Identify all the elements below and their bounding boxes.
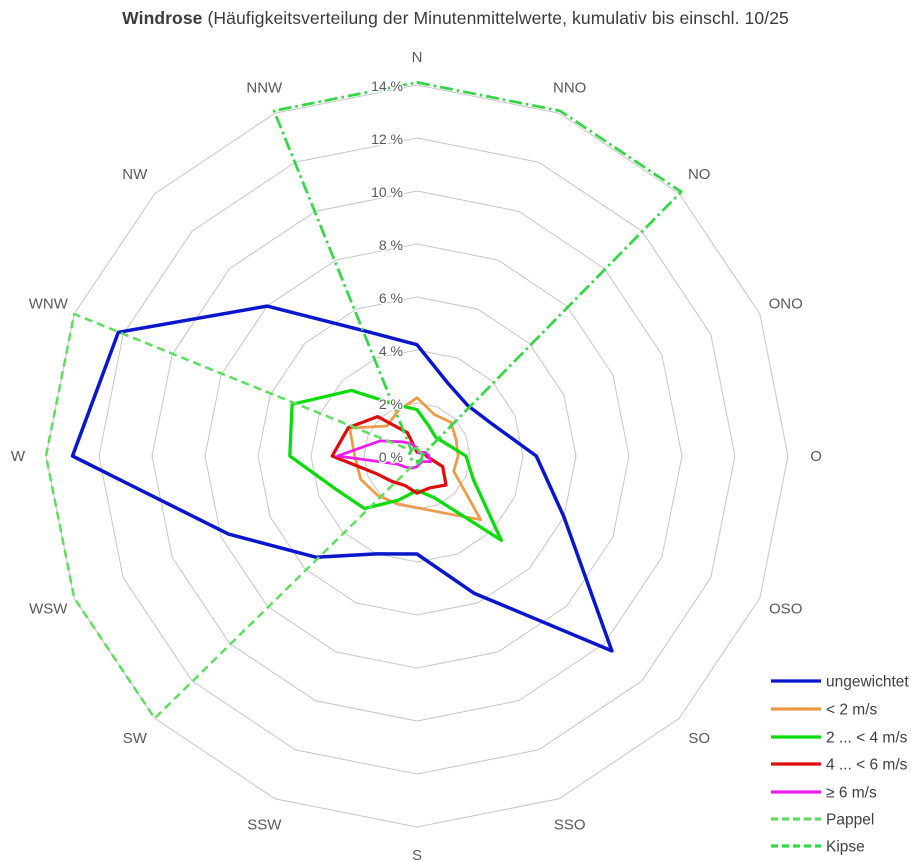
series-line-kipse[interactable]: [272, 81, 683, 463]
direction-label-oso: OSO: [769, 601, 802, 618]
direction-label-w: W: [11, 448, 26, 465]
grid-ring-12pct: [98, 137, 736, 775]
chart-title-rest: (Häufigkeitsverteilung der Minutenmittel…: [202, 8, 789, 28]
direction-label-o: O: [810, 448, 822, 465]
legend-label: Kipse: [826, 839, 865, 856]
legend-entry-speed-class-1[interactable]: < 2 m/s: [771, 702, 878, 719]
legend-entry-kipse[interactable]: Kipse: [771, 839, 865, 856]
series-line-pappel[interactable]: [44, 312, 424, 720]
direction-label-s: S: [412, 847, 422, 861]
grid-ring-8pct: [204, 243, 630, 669]
direction-label-so: SO: [688, 730, 710, 747]
radial-tick-label-0pct: 0 %: [379, 449, 403, 465]
legend-label: 2 ... < 4 m/s: [826, 730, 908, 747]
direction-label-wsw: WSW: [29, 601, 68, 618]
radial-tick-label-8pct: 8 %: [379, 237, 403, 253]
direction-label-n: N: [412, 49, 423, 66]
chart-title: Windrose (Häufigkeitsverteilung der Minu…: [0, 8, 911, 29]
series-line-speed-class-2[interactable]: [288, 388, 503, 542]
direction-label-sso: SSO: [554, 817, 586, 834]
legend-label: Pappel: [826, 812, 874, 829]
radial-tick-label-4pct: 4 %: [379, 343, 403, 359]
grid-ring-14pct: [45, 84, 789, 828]
series-line-speed-class-1[interactable]: [348, 396, 483, 522]
direction-label-no: NO: [688, 166, 711, 183]
radial-tick-label-10pct: 10 %: [371, 184, 403, 200]
grid-ring-4pct: [310, 349, 524, 563]
chart-title-bold: Windrose: [122, 8, 203, 28]
radial-tick-label-14pct: 14 %: [371, 78, 403, 94]
radial-tick-label-2pct: 2 %: [379, 396, 403, 412]
direction-label-ssw: SSW: [247, 817, 282, 834]
grid-ring-10pct: [151, 190, 683, 722]
series-line-ungewichtet[interactable]: [70, 304, 614, 653]
legend-label: ≥ 6 m/s: [826, 785, 877, 802]
legend-label: < 2 m/s: [826, 702, 878, 719]
direction-label-nno: NNO: [553, 79, 586, 96]
legend-label: ungewichtet: [826, 674, 909, 691]
direction-label-sw: SW: [123, 730, 148, 747]
radial-tick-label-12pct: 12 %: [371, 131, 403, 147]
direction-label-nnw: NNW: [246, 79, 283, 96]
legend-entry-pappel[interactable]: Pappel: [771, 812, 874, 829]
legend-entry-speed-class-2[interactable]: 2 ... < 4 m/s: [771, 730, 908, 747]
radial-tick-label-6pct: 6 %: [379, 290, 403, 306]
legend-entry-speed-class-4[interactable]: ≥ 6 m/s: [771, 785, 877, 802]
legend-entry-speed-class-3[interactable]: 4 ... < 6 m/s: [771, 757, 908, 774]
direction-label-wnw: WNW: [29, 295, 69, 312]
grid-ring-6pct: [257, 296, 577, 616]
legend-label: 4 ... < 6 m/s: [826, 757, 908, 774]
direction-label-ono: ONO: [769, 295, 803, 312]
direction-label-nw: NW: [122, 166, 148, 183]
legend-entry-ungewichtet[interactable]: ungewichtet: [771, 674, 909, 691]
